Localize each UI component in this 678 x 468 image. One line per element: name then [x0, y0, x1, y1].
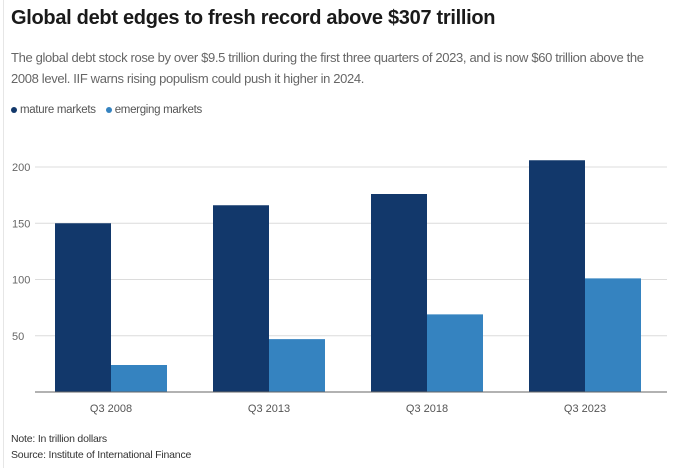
y-tick-label: 100 — [12, 275, 30, 287]
legend: mature markets emerging markets — [11, 104, 202, 116]
chart-subtitle: The global debt stock rose by over $9.5 … — [11, 50, 644, 86]
legend-label-mature: mature markets — [20, 104, 96, 116]
legend-item-mature: mature markets — [11, 104, 96, 116]
bar-emerging — [427, 314, 483, 392]
y-tick-label: 200 — [12, 162, 30, 174]
legend-swatch-emerging — [105, 107, 112, 113]
chart-source: Source: Institute of International Finan… — [11, 449, 192, 461]
bar-mature — [371, 194, 427, 392]
legend-label-emerging: emerging markets — [114, 104, 203, 116]
chart-note: Note: In trillion dollars — [11, 433, 107, 445]
chart-title: Global debt edges to fresh record above … — [11, 7, 496, 29]
y-tick-label: 50 — [12, 331, 24, 343]
bar-mature — [213, 205, 269, 392]
bar-emerging — [585, 278, 641, 392]
bar-emerging — [111, 365, 167, 392]
x-tick-label: Q3 2013 — [248, 403, 290, 415]
x-tick-label: Q3 2018 — [406, 403, 448, 415]
x-tick-label: Q3 2023 — [564, 403, 606, 415]
left-border — [3, 0, 4, 468]
bar-emerging — [269, 339, 325, 392]
y-tick-label: 150 — [12, 218, 30, 230]
bar-mature — [529, 160, 585, 392]
bar-mature — [55, 223, 111, 392]
legend-item-emerging: emerging markets — [105, 104, 203, 116]
legend-swatch-mature — [11, 107, 17, 113]
x-tick-label: Q3 2008 — [90, 403, 132, 415]
